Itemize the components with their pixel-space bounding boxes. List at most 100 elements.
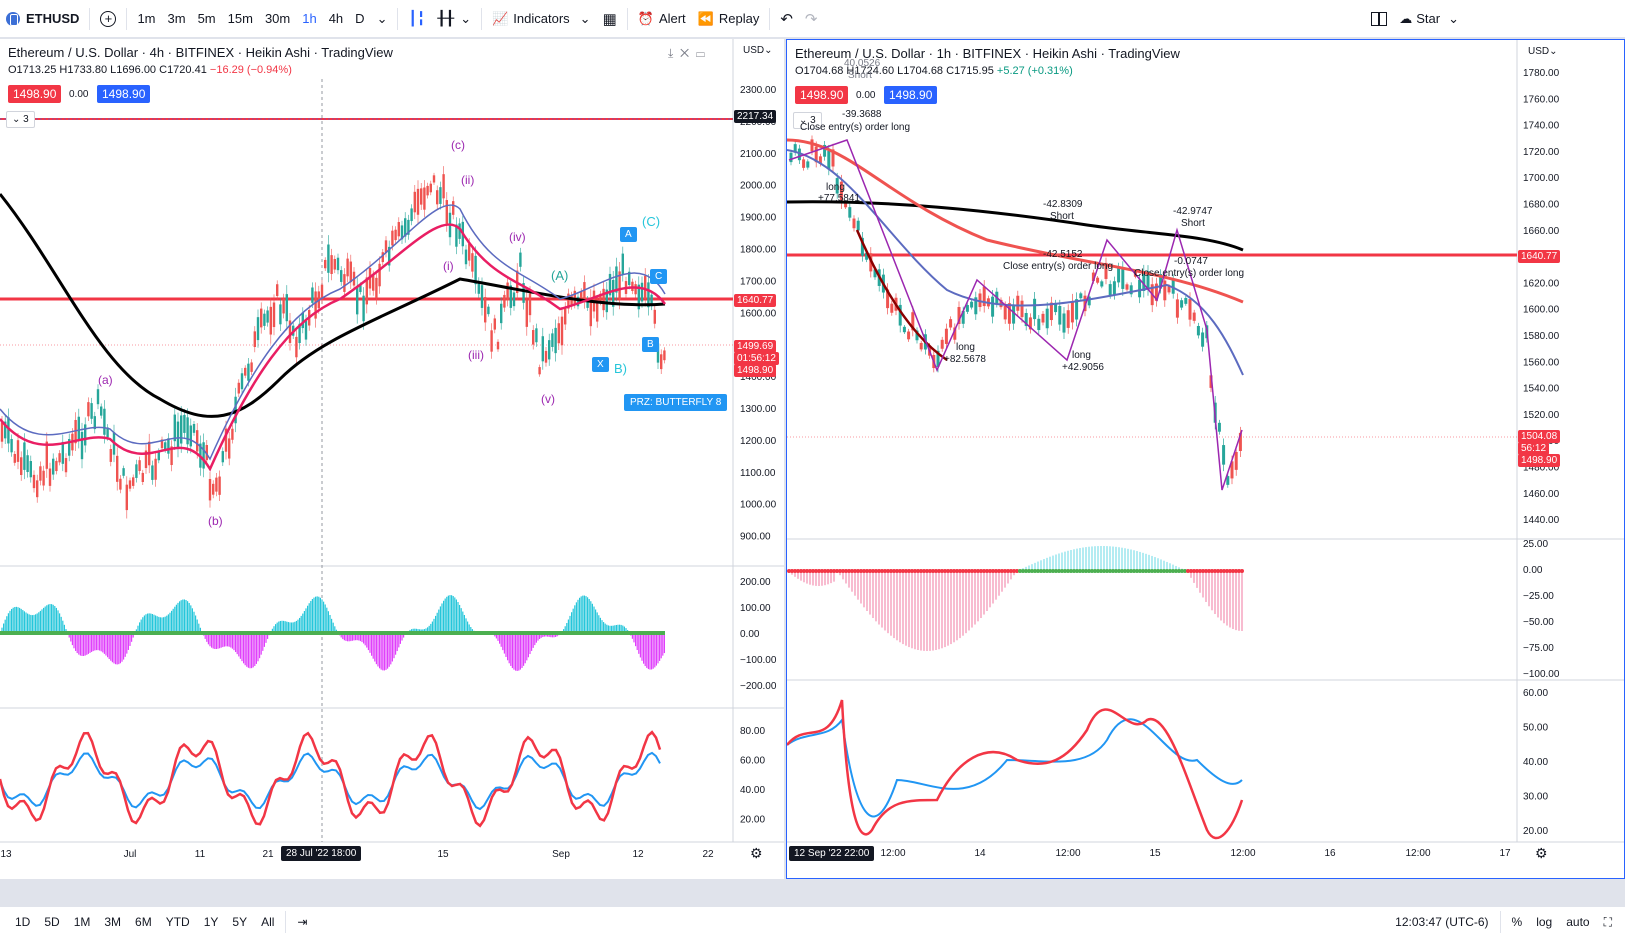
axis-tick-label: 100.00: [740, 603, 771, 614]
wave-big-c-label: (C): [642, 214, 661, 229]
right-buy-price[interactable]: 1498.90: [884, 86, 938, 104]
interval-1h[interactable]: 1h: [302, 11, 317, 26]
undo-button[interactable]: ↶: [774, 0, 799, 38]
rsi-red-line: [787, 699, 1244, 840]
candle-body: [911, 312, 915, 331]
candle-body: [458, 223, 461, 239]
left-settings-gear-icon[interactable]: ⚙: [750, 845, 763, 861]
candle-body: [397, 222, 400, 237]
candle-body: [612, 279, 615, 307]
candle-body: [589, 298, 592, 327]
histogram-dot: [1219, 569, 1223, 573]
range-5d[interactable]: 5D: [44, 915, 60, 929]
range-1m[interactable]: 1M: [73, 915, 91, 929]
alert-button[interactable]: ⏰ Alert: [632, 0, 692, 38]
candle-body: [650, 294, 653, 307]
range-ytd[interactable]: YTD: [165, 915, 190, 929]
left-currency-label[interactable]: USD⌄: [743, 45, 773, 56]
candle-body: [122, 468, 125, 476]
right-chart-panel[interactable]: 1780.00 1760.00 1740.00 1720.00 1700.00 1680.…: [786, 39, 1625, 879]
histogram-dot: [1048, 569, 1052, 573]
candles-icon: ┃╏: [408, 10, 426, 26]
compare-add-button[interactable]: +: [94, 0, 122, 38]
templates-button[interactable]: ▦: [597, 0, 623, 38]
symbol-search[interactable]: ETHUSD: [0, 0, 85, 38]
candle-body: [856, 220, 860, 231]
right-settings-gear-icon[interactable]: ⚙: [1535, 845, 1548, 861]
left-buy-price[interactable]: 1498.90: [97, 85, 151, 103]
histogram-dot: [952, 569, 956, 573]
auto-toggle[interactable]: auto: [1566, 915, 1590, 929]
goto-date-icon[interactable]: ⇥: [297, 915, 308, 929]
annot-10: Close entry(s) order long: [1003, 261, 1114, 272]
redo-button[interactable]: ↷: [799, 0, 824, 38]
star-button[interactable]: ☁ Star ⌄: [1393, 0, 1465, 38]
range-6m[interactable]: 6M: [135, 915, 152, 929]
log-toggle[interactable]: log: [1536, 915, 1553, 929]
interval-30m[interactable]: 30m: [264, 11, 291, 26]
right-time-axis[interactable]: 12:00 14 12:00 15 12:00 16 12:00 17: [880, 848, 1511, 859]
layout-button[interactable]: [1365, 0, 1393, 38]
candle-body: [570, 295, 573, 307]
interval-1m[interactable]: 1m: [137, 11, 156, 26]
candle-body: [663, 350, 666, 361]
histogram-dot: [1111, 569, 1115, 573]
close-icon[interactable]: ✕: [679, 46, 690, 60]
candle-body: [915, 330, 919, 341]
chart-type-candles-button[interactable]: ┃╏: [402, 0, 431, 38]
interval-d[interactable]: D: [355, 11, 365, 26]
histogram-dot: [1207, 569, 1211, 573]
fullscreen-icon[interactable]: ⛶: [1603, 914, 1612, 929]
range-5y[interactable]: 5Y: [232, 915, 248, 929]
left-pane-controls[interactable]: ⤓ ✕ ▭: [668, 46, 705, 61]
left-ohlc: O1713.25 H1733.80 L1696.00 C1720.41 −16.…: [8, 64, 292, 76]
left-chart-panel[interactable]: 2300.002200.002100.002000.001900.001800.…: [0, 39, 784, 879]
histogram-dot: [1054, 569, 1058, 573]
maximize-icon[interactable]: ▭: [695, 46, 705, 60]
chart-type-dropdown[interactable]: ╂╂ ⌄: [431, 0, 477, 38]
range-1y[interactable]: 1Y: [203, 915, 219, 929]
left-sell-price[interactable]: 1498.90: [8, 85, 62, 103]
candle-body: [789, 152, 793, 163]
candle-body: [961, 310, 965, 324]
clock-display[interactable]: 12:03:47 (UTC-6): [1395, 915, 1489, 929]
indicators-button[interactable]: 📈 Indicators ⌄: [486, 0, 596, 38]
left-time-axis[interactable]: 13 Jul 11 21 15 Sep 12 22: [0, 849, 714, 860]
right-layers-toggle[interactable]: ⌄ 3: [793, 112, 822, 129]
axis-tick-label: 20.00: [740, 815, 765, 826]
histogram-dot: [1174, 569, 1178, 573]
range-all[interactable]: All: [261, 915, 275, 929]
candle-body: [621, 253, 624, 275]
candle-body: [455, 224, 458, 247]
histogram-dot: [886, 569, 890, 573]
interval-dropdown[interactable]: ⌄: [371, 0, 394, 38]
histogram-dot: [832, 569, 836, 573]
range-3m[interactable]: 3M: [104, 915, 122, 929]
candle-body: [802, 159, 806, 168]
candle-body: [1020, 300, 1024, 318]
right-sell-price[interactable]: 1498.90: [795, 86, 849, 104]
interval-3m[interactable]: 3m: [167, 11, 186, 26]
candle-body: [1100, 281, 1104, 287]
histogram-dot: [1093, 569, 1097, 573]
histogram-dot: [970, 569, 974, 573]
right-chart-canvas[interactable]: 1780.001760.001740.001720.001700.001680.…: [787, 40, 1624, 878]
interval-5m[interactable]: 5m: [197, 11, 216, 26]
time-tick-label: 21: [262, 849, 274, 860]
histogram-dot: [871, 569, 875, 573]
range-1d[interactable]: 1D: [15, 915, 31, 929]
axis-tick-label: 1760.00: [1523, 94, 1560, 105]
candle-body: [375, 277, 378, 298]
arrow-down-icon[interactable]: ⤓: [668, 46, 674, 60]
candle-body: [125, 484, 128, 511]
right-currency-label[interactable]: USD⌄: [1528, 46, 1558, 57]
interval-15m[interactable]: 15m: [227, 11, 253, 26]
percent-toggle[interactable]: %: [1511, 915, 1523, 929]
left-layers-toggle[interactable]: ⌄ 3: [6, 111, 35, 128]
replay-button[interactable]: ⏪ Replay: [692, 0, 766, 38]
histogram-dot: [1042, 569, 1046, 573]
left-price-axis[interactable]: 2300.002200.002100.002000.001900.001800.…: [740, 85, 777, 543]
left-chart-canvas[interactable]: 2300.002200.002100.002000.001900.001800.…: [0, 39, 784, 879]
interval-4h[interactable]: 4h: [328, 11, 344, 26]
candle-body: [957, 307, 961, 325]
